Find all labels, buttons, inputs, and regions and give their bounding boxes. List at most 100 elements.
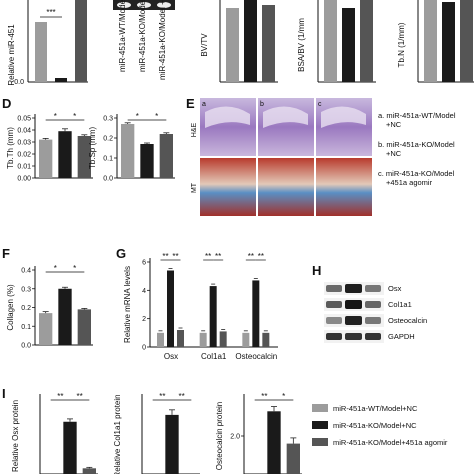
he-legend-5: +451a agomir — [386, 178, 433, 187]
sig-label: ** — [261, 392, 267, 401]
sig-label: ** — [215, 252, 221, 261]
bar — [39, 313, 53, 345]
top-row: 0.0 Relative miR-451 *** miR-451a-WT/Mod… — [7, 0, 474, 86]
tick-label: 0.4 — [21, 268, 31, 275]
bar — [39, 139, 53, 178]
tick-label: 0.1 — [21, 324, 31, 331]
sig-label: * — [54, 112, 57, 121]
he-legend-0: a. miR-451a-WT/Model — [378, 111, 456, 120]
panel-label-f: F — [2, 246, 10, 261]
sig-label: * — [54, 264, 57, 273]
relative-bar-agomir — [75, 0, 87, 82]
y-axis-label: Relative mRNA levels — [123, 266, 132, 343]
tbn-label: Tb.N (1/mm) — [397, 22, 406, 67]
sig-label: ** — [179, 392, 185, 401]
sig-label: ** — [258, 252, 264, 261]
tick-label: 6 — [142, 260, 146, 267]
legend-swatch-agomir — [312, 438, 328, 446]
y-axis-label: Tb.Th (mm) — [6, 127, 15, 169]
histology-panel: a b c H&E MT a. miR-451a-WT/Model +NC b.… — [191, 98, 456, 216]
y-axis-label: Relative Osx protein — [11, 400, 20, 472]
sig-label: ** — [248, 252, 254, 261]
blot-label-osteocalcin: Osteocalcin — [388, 316, 427, 325]
sig-label: * — [73, 112, 76, 121]
legend-label-ko: miR-451a-KO/Model+NC — [333, 421, 417, 430]
bar — [286, 443, 300, 474]
sig-label: * — [155, 112, 158, 121]
bar — [58, 288, 72, 345]
he-sub-a: a — [202, 101, 206, 108]
gel-lane-3: miR-451a-KO/Model +451a agomir — [158, 0, 167, 80]
he-legend-1: +NC — [386, 120, 402, 129]
bar — [242, 332, 250, 347]
gel-lane-2: miR-451a-KO/Model +NC — [138, 0, 147, 72]
tick-label: 4 — [142, 288, 146, 295]
row-label-mt: MT — [191, 182, 198, 193]
he-legend-2: b. miR-451a-KO/Model — [378, 140, 455, 149]
bar — [82, 468, 96, 474]
bsabv-label: BSA/BV (1/mm — [297, 18, 306, 72]
bar — [252, 280, 260, 347]
he-legend-3: +NC — [386, 149, 402, 158]
he-legend-4: c. miR-451a-KO/Model — [378, 169, 455, 178]
row-label-he: H&E — [191, 122, 198, 137]
sig-label: ** — [77, 392, 83, 401]
tick-0-a: 0.0 — [14, 79, 24, 86]
bar — [58, 131, 72, 178]
tick-label: 2 — [142, 316, 146, 323]
y-axis-label: Osteocalcin protein — [215, 402, 224, 470]
bar — [159, 134, 173, 178]
mt-image-a — [200, 158, 256, 216]
tick-label: 0.0 — [103, 176, 113, 183]
tick-label: 0.3 — [103, 116, 113, 123]
tick-label: 0.1 — [103, 156, 113, 163]
bar — [157, 332, 164, 347]
bvtv-label: BV/TV — [200, 33, 209, 57]
tick-label: 0.01 — [17, 164, 31, 171]
sig-label: ** — [172, 252, 178, 261]
sig-label: ** — [205, 252, 211, 261]
relative-bar-ko — [55, 78, 67, 82]
sig-label: * — [136, 112, 139, 121]
he-sub-b: b — [260, 101, 264, 108]
bar — [77, 136, 91, 178]
tick-label: 0.02 — [17, 152, 31, 159]
bar — [177, 330, 184, 347]
bar — [77, 309, 91, 345]
tick-label: 0.2 — [21, 305, 31, 312]
chart-collagen: 0.0 0.1 0.2 0.3 0.4 Collagen (%) * * — [6, 264, 93, 350]
bar — [199, 332, 207, 347]
legend-label-wt: miR-451a-WT/Model+NC — [333, 404, 418, 413]
group-legend: miR-451a-WT/Model+NC miR-451a-KO/Model+N… — [312, 404, 448, 447]
sig-label: * — [282, 392, 285, 401]
panel-label-e: E — [186, 96, 195, 111]
mt-image-b — [258, 158, 314, 216]
legend-swatch-wt — [312, 404, 328, 412]
sig-label: * — [73, 264, 76, 273]
category-label: Osteocalcin — [235, 352, 277, 361]
chart-tbsp: 0.0 0.1 0.2 0.3 Tb.Sp (mm) * * — [88, 112, 175, 183]
tick-label: 0.05 — [17, 116, 31, 123]
panel-label-h: H — [312, 263, 321, 278]
he-sub-c: c — [318, 101, 322, 108]
bar — [121, 124, 135, 178]
bar — [267, 411, 281, 474]
legend-label-agomir: miR-451a-KO/Model+451a agomir — [333, 438, 448, 447]
sig-label: ** — [57, 392, 63, 401]
relative-mir451-label: Relative miR-451 — [7, 24, 16, 86]
tick-label: 0.3 — [21, 286, 31, 293]
category-label: Col1a1 — [201, 352, 227, 361]
relative-bar-wt — [35, 22, 47, 82]
tick-label: 0.0 — [21, 343, 31, 350]
blot-label-gapdh: GAPDH — [388, 332, 415, 341]
y-axis-label: Relative Col1a1 protein — [113, 394, 122, 474]
panel-label-i: I — [2, 386, 6, 401]
bar — [63, 421, 77, 474]
bar — [165, 414, 179, 474]
tick-label: 0.04 — [17, 128, 31, 135]
bar — [262, 332, 270, 347]
chart-osx-protein: Relative Osx protein ** ** — [11, 392, 98, 474]
